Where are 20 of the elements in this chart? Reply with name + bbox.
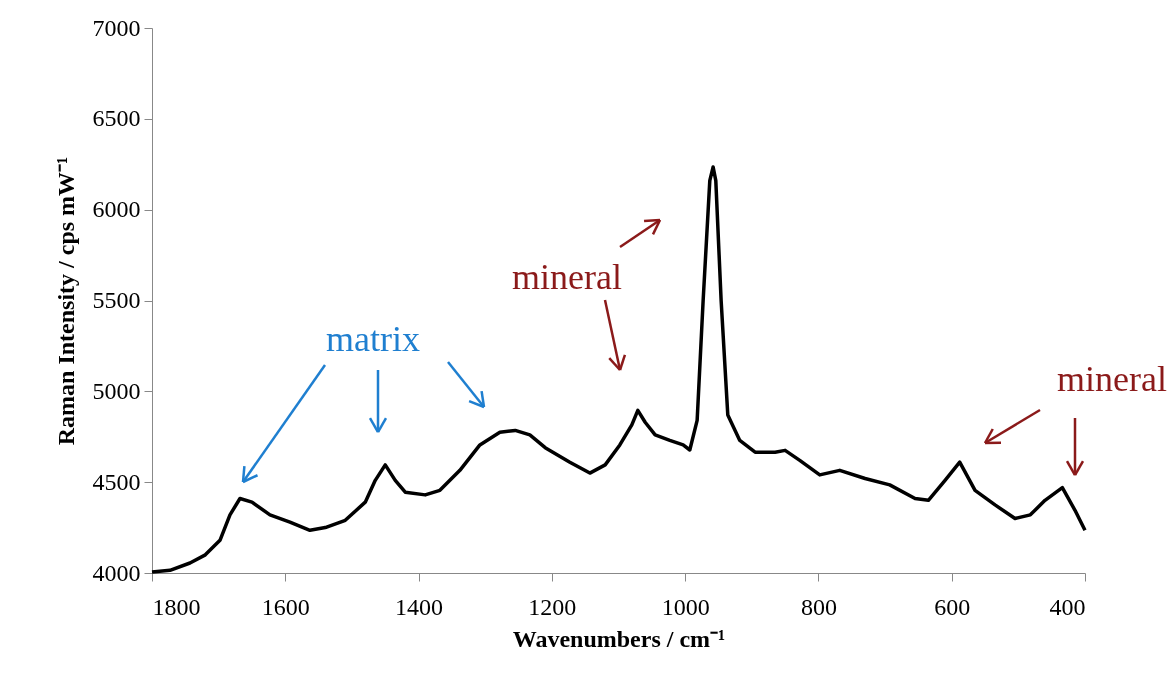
x-tick-label: 1600 (261, 593, 310, 620)
x-tick-label: 800 (800, 593, 837, 620)
y-tick-label: 6000 (92, 196, 141, 223)
y-tick-label: 4500 (92, 468, 141, 495)
x-tick-label: 600 (934, 593, 971, 620)
annotation: mineral (1057, 359, 1167, 399)
annotation: mineral (512, 257, 622, 297)
annotation: matrix (326, 319, 420, 359)
y-tick-label: 5000 (92, 377, 141, 404)
x-tick-label: 400 (1049, 593, 1086, 620)
y-tick-label: 4000 (92, 559, 141, 586)
x-tick-label: 1400 (395, 593, 444, 620)
x-axis-title: Wavenumbers / cm⁻¹ (512, 625, 726, 652)
x-tick-label: 1000 (661, 593, 710, 620)
x-tick-label: 1200 (528, 593, 577, 620)
x-tick-label: 1800 (152, 593, 201, 620)
y-tick-label: 6500 (92, 105, 141, 132)
y-tick-label: 7000 (92, 14, 141, 41)
y-tick-label: 5500 (92, 287, 141, 313)
y-axis-title: Raman Intensity / cps mW⁻¹ (52, 156, 79, 446)
